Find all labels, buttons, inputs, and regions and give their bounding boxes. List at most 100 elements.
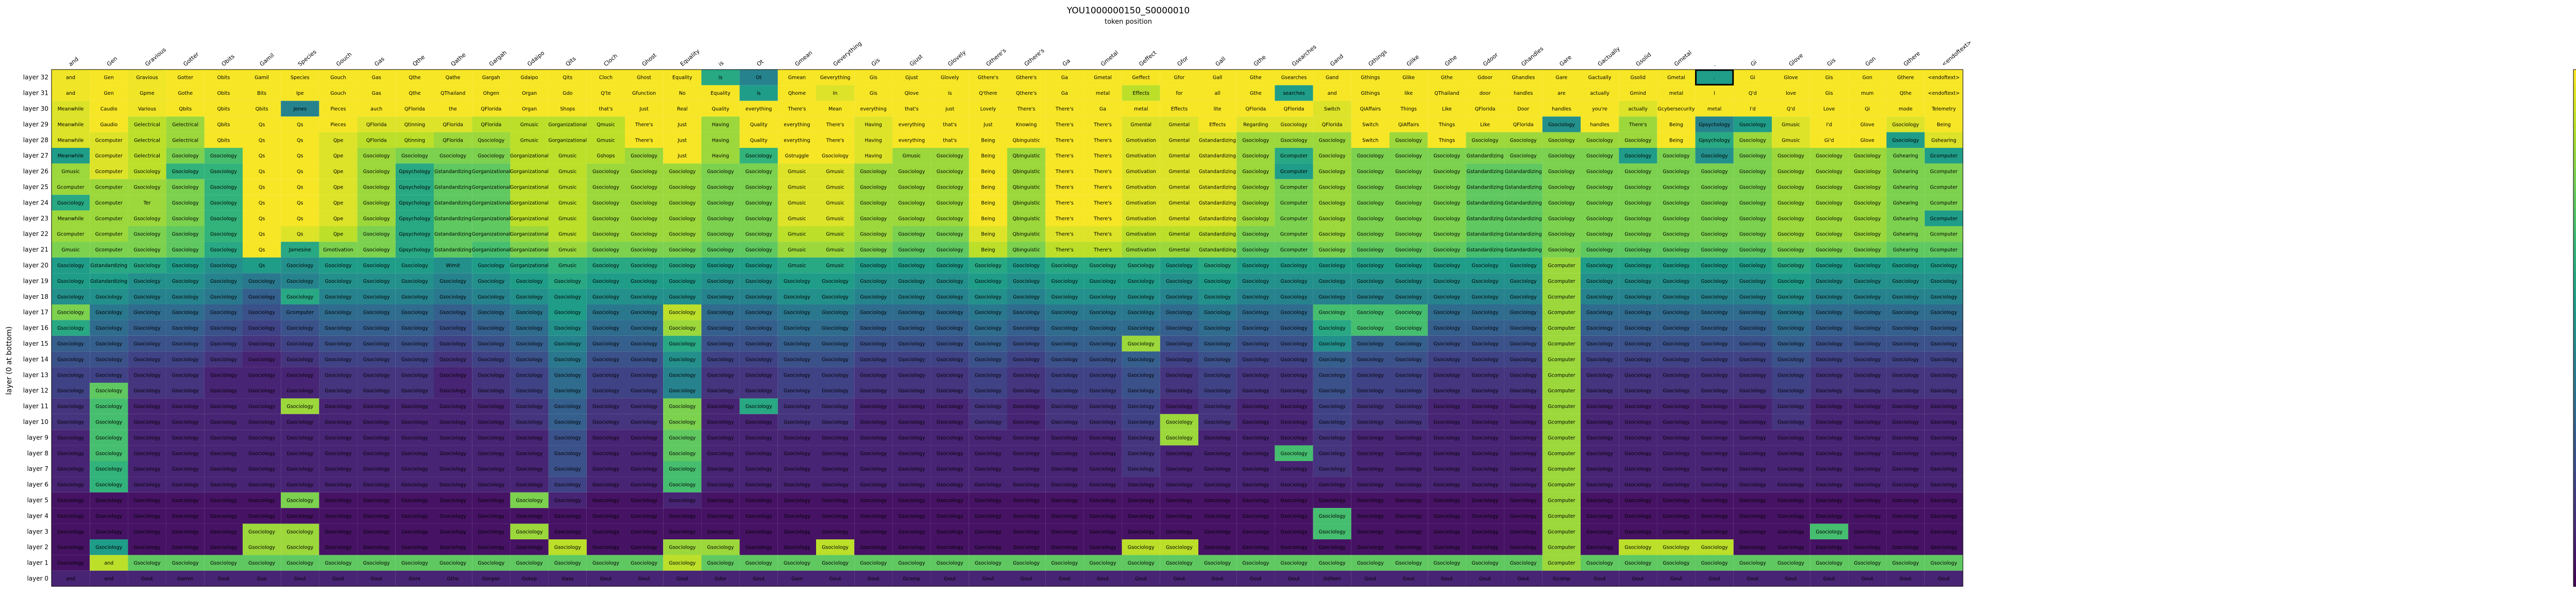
cell-label: Gsociology: [669, 529, 696, 535]
heatmap-cell: [1810, 148, 1849, 164]
cell-label: handles: [1590, 122, 1609, 128]
cell-label: Gsociology: [554, 560, 581, 566]
cell-label: Gsociology: [784, 529, 810, 535]
cell-label: Gsociology: [937, 529, 963, 535]
cell-label: Gsociology: [592, 560, 619, 566]
cell-label: Gsociology: [860, 263, 887, 269]
x-tick-label: is: [717, 60, 725, 68]
cell-label: Gsociology: [1433, 451, 1460, 456]
heatmap-cell: [1275, 257, 1313, 274]
cell-label: Gthe: [1250, 91, 1262, 96]
cell-label: Gsociology: [325, 529, 352, 535]
heatmap-cell: [166, 242, 205, 258]
heatmap-cell: [1619, 100, 1657, 117]
cell-label: Gsociology: [1510, 545, 1537, 551]
cell-label: Gsociology: [975, 514, 1002, 519]
cell-label: Gsociology: [1548, 247, 1575, 253]
cell-label: Gsociology: [592, 326, 619, 331]
cell-label: Gsociology: [899, 545, 925, 551]
heatmap-cell: [1772, 335, 1810, 352]
cell-label: Gsociology: [1816, 560, 1842, 566]
heatmap-cell: [1504, 195, 1543, 211]
cell-label: Gsociology: [669, 545, 696, 551]
cell-label: Gsociology: [631, 545, 657, 551]
cell-label: Gsociology: [210, 357, 237, 363]
cell-label: Gsociology: [707, 294, 734, 300]
heatmap-cell: [1772, 163, 1810, 179]
cell-label: Gsociology: [1701, 357, 1728, 363]
heatmap-cell: [1772, 273, 1810, 289]
cell-label: Gsociology: [899, 247, 925, 253]
cell-label: Gsociology: [1663, 467, 1690, 472]
heatmap-cell: [1466, 116, 1504, 132]
cell-label: Gsociology: [1281, 435, 1308, 441]
cell-label: Gain: [791, 576, 803, 582]
colorbar-segment: [2573, 461, 2576, 466]
cell-label: Gsociology: [631, 482, 657, 488]
heatmap-cell: [892, 116, 931, 132]
cell-label: Gshearing: [1931, 138, 1957, 143]
cell-label: <endoftext>: [1928, 91, 1960, 96]
cell-label: Like: [1442, 107, 1452, 112]
cell-label: Gsociology: [1319, 294, 1346, 300]
cell-label: Gsociology: [745, 310, 772, 316]
heatmap-cell: [1619, 288, 1657, 304]
heatmap-cell: [1160, 195, 1198, 211]
cell-label: metal: [1134, 107, 1148, 112]
cell-label: Gsociology: [1090, 467, 1116, 472]
heatmap-cell: [1083, 132, 1122, 148]
cell-label: Gsociology: [1777, 545, 1804, 551]
heatmap-cell: [281, 335, 319, 352]
cell-label: Things: [1438, 122, 1455, 128]
heatmap-cell: [1619, 116, 1657, 132]
heatmap-cell: [1848, 210, 1887, 226]
cell-label: Gsociology: [1357, 545, 1384, 551]
heatmap-cell: [1275, 210, 1313, 226]
colorbar-segment: [2573, 91, 2576, 96]
cell-label: Gsociology: [1624, 560, 1651, 566]
heatmap-cell: [204, 383, 243, 399]
cell-label: Gsociology: [1930, 342, 1957, 347]
cell-label: Gorganizational: [472, 232, 511, 237]
cell-label: Gsociology: [592, 200, 619, 206]
cell-label: Cloch: [599, 75, 613, 81]
cell-label: There's: [1055, 154, 1074, 159]
cell-label: Gsociology: [1624, 247, 1651, 253]
heatmap-cell: [1007, 163, 1046, 179]
cell-label: Gsociology: [860, 357, 887, 363]
cell-label: Gsociology: [401, 529, 428, 535]
heatmap-cell: [1313, 398, 1351, 414]
cell-label: Gsociology: [134, 420, 161, 426]
heatmap-cell: [90, 70, 128, 86]
heatmap-cell: [1504, 320, 1543, 336]
cell-label: Gsociology: [1586, 467, 1613, 472]
x-tick-label: Gmetal: [1673, 49, 1693, 68]
heatmap-cell: [1848, 179, 1887, 195]
heatmap-cell: [701, 100, 740, 117]
cell-label: Gsociology: [1128, 388, 1155, 394]
x-tick-label: Gen: [106, 55, 118, 67]
colorbar-segment: [2573, 276, 2576, 281]
cell-label: Gshops: [597, 154, 615, 159]
x-tick-label: Qits: [564, 55, 577, 67]
cell-label: Gsociology: [1854, 529, 1881, 535]
cell-label: Gsociology: [1548, 169, 1575, 175]
heatmap-cell: [1886, 226, 1925, 242]
heatmap-cell: [854, 320, 893, 336]
cell-label: Gsociology: [937, 200, 963, 206]
cell-label: Gsociology: [1319, 279, 1346, 284]
heatmap-cell: [1581, 383, 1619, 399]
cell-label: Gsociology: [248, 467, 275, 472]
cell-label: Gsociology: [899, 435, 925, 441]
heatmap-cell: [1007, 320, 1046, 336]
heatmap-cell: [1657, 132, 1696, 148]
cell-label: Gouch: [330, 91, 346, 96]
cell-label: Gsociology: [172, 154, 199, 159]
heatmap-cell: [1504, 70, 1543, 86]
heatmap-cell: [1542, 132, 1581, 148]
heatmap-cell: [166, 132, 205, 148]
heatmap-cell: [319, 398, 358, 414]
cell-label: Gstandardizing: [434, 232, 471, 237]
cell-label: Gsociology: [975, 388, 1002, 394]
cell-label: Gsociology: [248, 482, 275, 488]
